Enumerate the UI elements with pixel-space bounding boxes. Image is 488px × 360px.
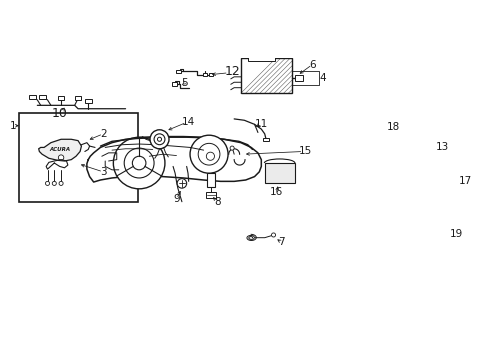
Text: 13: 13: [435, 143, 448, 152]
Text: 16: 16: [270, 187, 283, 197]
Circle shape: [198, 143, 220, 165]
Text: 14: 14: [182, 117, 195, 127]
Circle shape: [154, 134, 164, 145]
Text: 2: 2: [100, 129, 106, 139]
Text: 10: 10: [52, 107, 67, 120]
Text: 15: 15: [298, 147, 311, 157]
Bar: [19, 113, 138, 202]
Bar: [58, 96, 64, 100]
Text: 5: 5: [181, 78, 187, 88]
Text: 4: 4: [319, 73, 325, 83]
Bar: [263, 138, 268, 141]
Text: 9: 9: [173, 194, 180, 204]
Text: 1: 1: [10, 121, 17, 131]
Bar: [206, 173, 215, 187]
Circle shape: [150, 130, 169, 149]
Text: 3: 3: [100, 167, 106, 177]
Bar: [264, 163, 295, 183]
Bar: [203, 73, 206, 76]
Circle shape: [113, 137, 164, 189]
Circle shape: [271, 233, 275, 237]
Bar: [366, 138, 372, 143]
Text: 12: 12: [224, 65, 240, 78]
Text: 17: 17: [458, 176, 471, 186]
Bar: [40, 95, 46, 99]
Text: 19: 19: [448, 229, 462, 239]
Bar: [29, 95, 36, 99]
Text: 18: 18: [386, 122, 400, 132]
Bar: [241, 58, 291, 93]
Circle shape: [59, 181, 63, 185]
Circle shape: [52, 181, 56, 185]
Circle shape: [439, 224, 448, 234]
Circle shape: [177, 179, 186, 188]
Bar: [209, 73, 213, 76]
Bar: [295, 76, 303, 81]
Circle shape: [190, 135, 227, 173]
Circle shape: [132, 156, 145, 170]
Text: ACURA: ACURA: [49, 147, 70, 152]
Text: 6: 6: [308, 60, 315, 69]
Circle shape: [45, 181, 49, 185]
Polygon shape: [39, 139, 81, 161]
Text: 11: 11: [254, 120, 267, 129]
Text: 8: 8: [213, 197, 220, 207]
Bar: [75, 96, 81, 100]
Bar: [171, 82, 177, 86]
Circle shape: [58, 155, 63, 160]
Bar: [206, 192, 215, 198]
Circle shape: [157, 137, 161, 141]
Circle shape: [230, 146, 234, 150]
Bar: [247, 56, 274, 61]
Text: 7: 7: [278, 238, 285, 247]
Circle shape: [206, 152, 214, 160]
Bar: [420, 145, 432, 153]
Bar: [426, 166, 459, 197]
Bar: [176, 70, 180, 73]
Bar: [379, 129, 410, 146]
Circle shape: [124, 148, 154, 178]
Bar: [85, 99, 91, 103]
